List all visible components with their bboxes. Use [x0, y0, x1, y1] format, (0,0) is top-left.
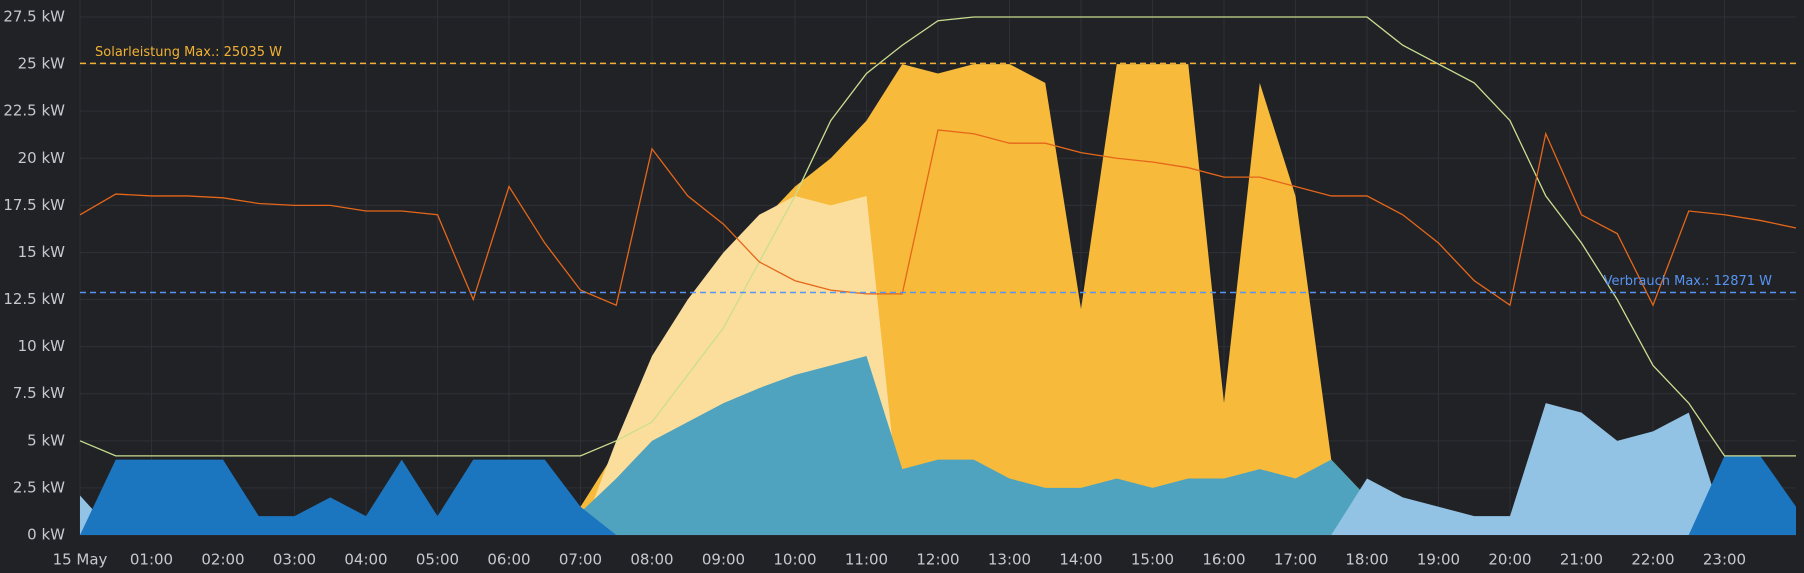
y-tick-label: 10 kW: [18, 337, 66, 355]
area: [80, 403, 1796, 535]
y-tick-label: 7.5 kW: [13, 384, 65, 402]
area: [80, 64, 1796, 535]
x-tick-label: 15:00: [1131, 551, 1174, 569]
y-tick-label: 22.5 kW: [3, 102, 65, 120]
x-tick-label: 19:00: [1417, 551, 1460, 569]
x-tick-label: 23:00: [1703, 551, 1746, 569]
x-tick-label: 09:00: [702, 551, 745, 569]
x-tick-label: 14:00: [1059, 551, 1102, 569]
line: [79, 16, 1796, 457]
threshold-label: Verbrauch Max.: 12871 W: [1604, 274, 1773, 289]
x-tick-label: 06:00: [487, 551, 530, 569]
y-tick-label: 2.5 kW: [13, 478, 65, 496]
x-tick-label: 08:00: [630, 551, 673, 569]
y-tick-label: 20 kW: [18, 149, 66, 167]
y-tick-label: 0 kW: [27, 526, 65, 544]
x-tick-label: 12:00: [916, 551, 959, 569]
x-tick-label: 03:00: [273, 551, 316, 569]
x-tick-label: 02:00: [201, 551, 244, 569]
x-tick-label: 17:00: [1274, 551, 1317, 569]
y-tick-label: 5 kW: [27, 431, 65, 449]
x-tick-label: 18:00: [1345, 551, 1388, 569]
threshold-label: Solarleistung Max.: 25035 W: [95, 45, 282, 60]
y-tick-label: 17.5 kW: [3, 196, 65, 214]
x-tick-label: 01:00: [130, 551, 173, 569]
x-tick-label: 04:00: [344, 551, 387, 569]
x-tick-label: 11:00: [845, 551, 888, 569]
x-tick-label: 22:00: [1631, 551, 1674, 569]
y-tick-label: 12.5 kW: [3, 290, 65, 308]
x-tick-label: 05:00: [416, 551, 459, 569]
x-tick-label: 16:00: [1202, 551, 1245, 569]
x-tick-label: 20:00: [1488, 551, 1531, 569]
y-tick-label: 27.5 kW: [3, 8, 65, 26]
x-tick-label: 15 May: [53, 551, 108, 569]
x-tick-label: 13:00: [988, 551, 1031, 569]
y-tick-label: 25 kW: [18, 55, 66, 73]
area: [80, 455, 1796, 535]
area: [80, 356, 1796, 535]
y-tick-label: 15 kW: [18, 243, 66, 261]
x-tick-label: 07:00: [559, 551, 602, 569]
x-tick-label: 10:00: [773, 551, 816, 569]
line: [79, 129, 1797, 307]
x-tick-label: 21:00: [1560, 551, 1603, 569]
